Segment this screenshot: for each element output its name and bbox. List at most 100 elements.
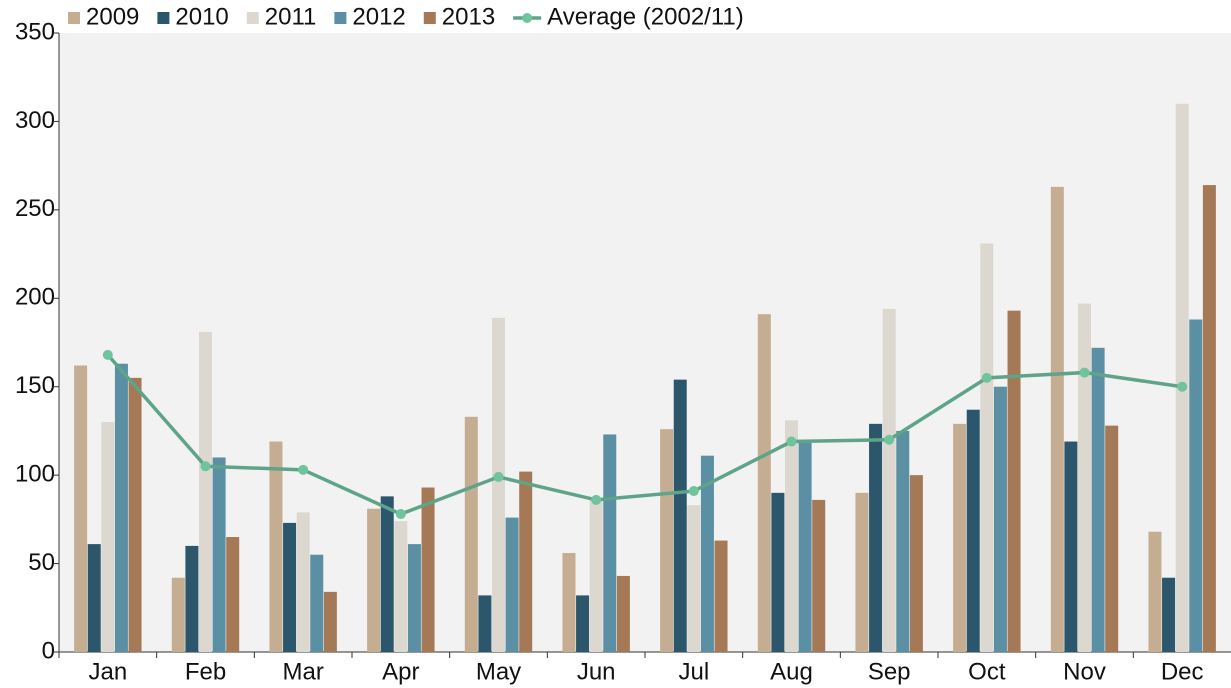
bar <box>673 379 687 652</box>
x-tick-label: Oct <box>968 658 1006 685</box>
bar <box>616 575 630 652</box>
x-tick-label: Jun <box>577 658 616 685</box>
bar <box>464 416 478 652</box>
bar <box>394 521 408 652</box>
bar <box>171 577 185 652</box>
bar <box>798 439 812 652</box>
bar <box>101 422 115 652</box>
bar <box>519 471 533 652</box>
plot-area <box>59 33 1231 652</box>
x-tick-label: Feb <box>185 658 226 685</box>
x-tick-label: Apr <box>382 658 419 685</box>
x-tick-label: Aug <box>770 658 813 685</box>
line-marker <box>102 349 113 360</box>
bar <box>380 496 394 652</box>
bar <box>478 595 492 652</box>
legend-swatch <box>157 12 170 24</box>
bar <box>199 331 212 652</box>
bar <box>212 457 226 652</box>
bar <box>1064 441 1078 652</box>
legend-label: Average (2002/11) <box>547 3 744 30</box>
bar <box>1175 103 1189 652</box>
legend-marker <box>522 13 533 23</box>
bar <box>966 409 980 652</box>
bar <box>603 434 617 652</box>
x-tick-label: Nov <box>1063 658 1106 685</box>
bar <box>855 492 869 652</box>
line-marker <box>786 436 797 447</box>
bar <box>576 595 590 652</box>
bar <box>771 492 785 652</box>
bar <box>896 430 910 652</box>
line-marker <box>1079 367 1090 378</box>
bar <box>1078 303 1091 652</box>
legend-swatch <box>423 12 436 24</box>
bar <box>367 508 381 652</box>
bar <box>128 377 142 652</box>
bar <box>1189 319 1203 652</box>
bar <box>714 540 728 652</box>
y-tick-label: 0 <box>42 637 55 664</box>
bar <box>283 522 297 652</box>
line-marker <box>591 494 602 505</box>
line-marker <box>200 461 211 472</box>
bar <box>812 499 826 652</box>
bar <box>296 512 310 652</box>
line <box>106 353 1183 516</box>
bar <box>87 544 101 652</box>
line-marker <box>981 372 992 383</box>
line-marker <box>298 464 309 475</box>
bar <box>1091 347 1105 652</box>
bar <box>869 423 883 652</box>
bar <box>785 420 798 652</box>
legend-label: 2012 <box>352 3 405 30</box>
bar <box>1105 425 1119 652</box>
x-tick-label: Mar <box>282 658 323 685</box>
legend-label: 2010 <box>175 3 228 30</box>
legend-label: 2009 <box>86 3 139 30</box>
bar <box>882 308 896 652</box>
bar <box>980 243 994 652</box>
bar <box>421 487 435 652</box>
bar <box>407 544 421 652</box>
bar <box>505 517 519 652</box>
bar <box>114 363 128 652</box>
bar <box>562 552 576 652</box>
bar <box>589 498 603 652</box>
bar <box>660 429 674 652</box>
legend-label: 2013 <box>442 3 495 30</box>
line-marker <box>1177 381 1188 392</box>
bar <box>492 317 505 652</box>
line-marker <box>688 486 699 497</box>
bar <box>226 537 240 652</box>
bar <box>1050 186 1064 652</box>
line-marker <box>395 509 406 520</box>
legend-swatch <box>68 12 80 24</box>
bar <box>909 475 923 652</box>
y-tick-label: 300 <box>15 107 55 134</box>
x-tick-label: Dec <box>1161 658 1204 685</box>
bar <box>269 441 283 652</box>
y-tick-label: 100 <box>15 460 55 487</box>
bar <box>1007 310 1021 652</box>
y-tick-label: 200 <box>15 284 55 311</box>
bar <box>757 314 771 652</box>
bar <box>953 423 967 652</box>
y-tick-label: 150 <box>15 372 55 399</box>
legend-swatch <box>246 12 259 24</box>
bar <box>993 386 1007 652</box>
x-tick-label: May <box>476 658 521 685</box>
y-tick-label: 350 <box>15 18 55 45</box>
bar <box>185 545 199 652</box>
legend-label: 2011 <box>265 3 317 30</box>
bar <box>1202 185 1216 652</box>
bar <box>1148 531 1162 652</box>
bar <box>1162 577 1176 652</box>
x-tick-label: Jan <box>88 658 127 685</box>
bar <box>700 455 714 652</box>
y-tick-label: 50 <box>28 549 55 576</box>
bar <box>687 505 701 652</box>
bar <box>74 365 88 652</box>
legend-swatch <box>334 12 347 24</box>
y-tick-label: 250 <box>15 195 55 222</box>
